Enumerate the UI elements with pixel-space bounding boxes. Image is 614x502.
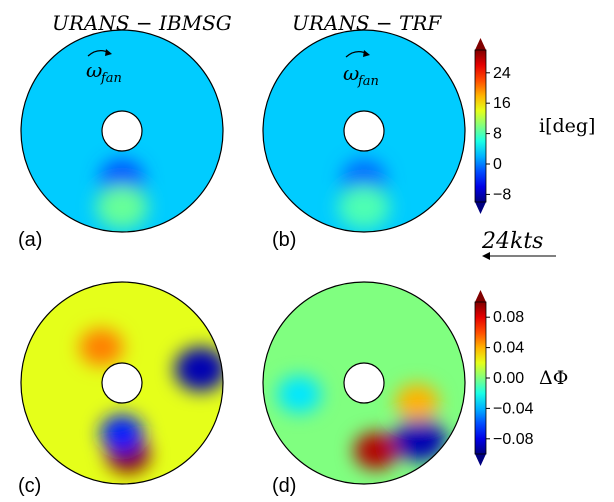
colorbar-tick-label: 0.00 <box>493 370 524 387</box>
panel-label-b: (b) <box>272 229 296 251</box>
contour-field <box>277 375 446 470</box>
omega-symbol: ω <box>86 58 102 82</box>
colorbar-tick-label: −8 <box>493 186 511 203</box>
colorbar-delta-phi: −0.08 −0.04 0.00 0.04 0.08 ΔΦ <box>474 290 568 466</box>
contour-feature <box>393 416 446 462</box>
colorbar-extend-max <box>475 290 486 302</box>
omega-symbol: ω <box>343 61 359 85</box>
contour-feature <box>174 347 223 392</box>
hub <box>343 110 385 152</box>
colorbar-extend-min <box>475 454 486 466</box>
panel-label-c: (c) <box>18 475 41 497</box>
contour-feature <box>277 375 322 414</box>
wind-speed-label: 24kts <box>481 229 543 254</box>
panel-label-a: (a) <box>18 229 42 251</box>
contour-field <box>79 328 223 474</box>
colorbar-gradient <box>475 302 486 454</box>
wind-direction-arrowhead <box>482 252 490 260</box>
colorbar-tick-label: 16 <box>493 95 511 112</box>
disk-outline <box>20 29 224 233</box>
disk-plot-d <box>262 281 466 485</box>
omega-subscript: fan <box>357 74 379 89</box>
rotation-arrowhead <box>363 50 370 57</box>
colorbar-tick-label: 24 <box>493 65 511 82</box>
contour-feature <box>100 414 144 453</box>
hub <box>101 362 143 404</box>
colorbar-extend-min <box>475 202 486 214</box>
title-ibmsg: URANS − IBMSG <box>52 11 232 35</box>
contour-feature <box>353 432 398 470</box>
rotation-indicator-b: ω fan <box>343 50 379 89</box>
disk-plot-c <box>20 281 224 485</box>
panel-label-d: (d) <box>272 475 296 497</box>
contour-feature <box>338 185 390 230</box>
colorbar-frame <box>474 49 487 203</box>
contour-field <box>338 159 390 230</box>
colorbar-incidence: −8 0 8 16 24 i[deg] <box>474 38 595 214</box>
colorbar-tick-label: −0.04 <box>493 400 534 417</box>
disk-plot-b <box>262 29 466 233</box>
rotation-arrowhead <box>105 49 112 56</box>
colorbar-tick-label: −0.08 <box>493 431 534 448</box>
colorbar-tick-label: 8 <box>493 126 502 143</box>
contour-field <box>96 159 148 230</box>
disk-outline <box>20 281 224 485</box>
contour-feature <box>96 185 148 230</box>
disk-outline <box>262 281 466 485</box>
rotation-indicator-a: ω fan <box>86 49 122 86</box>
colorbar-tick-label: 0 <box>493 156 502 173</box>
colorbar-tick-label: 0.04 <box>493 340 524 357</box>
colorbar-label: ΔΦ <box>539 367 568 389</box>
colorbar-extend-max <box>475 38 486 50</box>
disk-outline <box>262 29 466 233</box>
contour-feature <box>79 328 124 366</box>
contour-feature <box>395 383 440 422</box>
disk-plot-a <box>20 29 224 233</box>
colorbar-label: i[deg] <box>539 115 595 137</box>
colorbar-tick-label: 0.08 <box>493 309 524 326</box>
hub <box>101 110 143 152</box>
hub <box>343 362 385 404</box>
omega-subscript: fan <box>100 71 122 86</box>
colorbar-gradient <box>475 50 486 202</box>
